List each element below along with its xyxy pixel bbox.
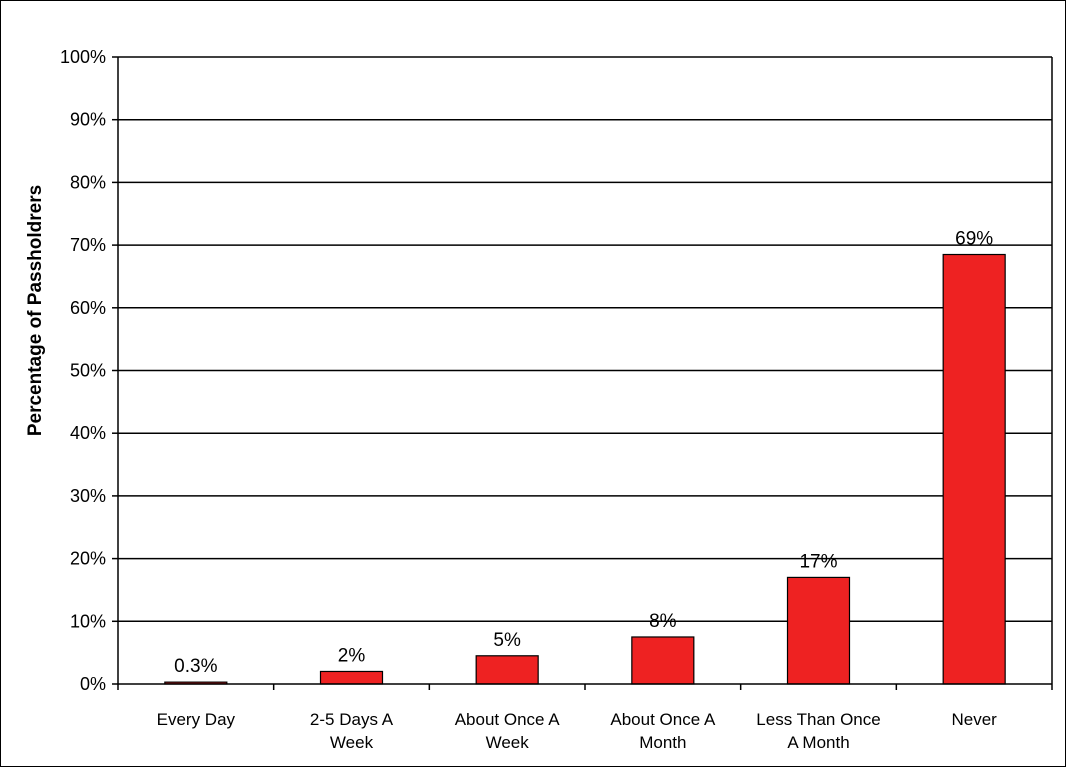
bar	[786, 576, 851, 685]
data-labels: 0.3% 2% 5% 8% 17% 69%	[174, 229, 993, 678]
x-category-label: 2-5 Days A	[310, 710, 394, 729]
bars	[164, 253, 1006, 685]
y-tick-label: 90%	[70, 110, 106, 130]
data-label: 69%	[955, 229, 993, 250]
x-category-label: Month	[639, 733, 686, 752]
bar	[319, 670, 384, 685]
x-category-label: About Once A	[610, 710, 716, 729]
data-label: 5%	[493, 630, 521, 651]
y-tick-label: 10%	[70, 611, 106, 631]
x-category-label: Less Than Once	[756, 710, 880, 729]
x-category-label: Week	[330, 733, 374, 752]
bar	[475, 655, 539, 685]
y-tick-label: 50%	[70, 361, 106, 381]
y-tick-label: 20%	[70, 549, 106, 569]
grid-lines	[118, 56, 1052, 623]
y-tick-label: 40%	[70, 423, 106, 443]
bar	[942, 253, 1006, 685]
x-category-label: Never	[951, 710, 997, 729]
y-tick-labels: 0% 10% 20% 30% 40% 50% 60% 70% 80% 90% 100%	[60, 47, 106, 694]
y-tick-label: 0%	[80, 674, 106, 694]
y-tick-label: 70%	[70, 235, 106, 255]
x-category-label: Week	[486, 733, 530, 752]
axes	[112, 56, 1053, 690]
bar	[631, 636, 695, 685]
x-category-label: Every Day	[157, 710, 236, 729]
data-label: 2%	[338, 645, 366, 666]
x-category-label: A Month	[787, 733, 849, 752]
y-tick-label: 80%	[70, 172, 106, 192]
data-label: 0.3%	[174, 656, 217, 677]
data-label: 17%	[799, 551, 837, 572]
x-category-labels: Every Day 2-5 Days A Week About Once A Week A…	[157, 710, 998, 752]
data-label: 8%	[649, 611, 677, 632]
y-tick-label: 100%	[60, 47, 106, 67]
x-category-label: About Once A	[455, 710, 561, 729]
y-tick-label: 60%	[70, 298, 106, 318]
y-axis-title: Percentage of Passholdrers	[25, 185, 46, 436]
y-tick-label: 30%	[70, 486, 106, 506]
